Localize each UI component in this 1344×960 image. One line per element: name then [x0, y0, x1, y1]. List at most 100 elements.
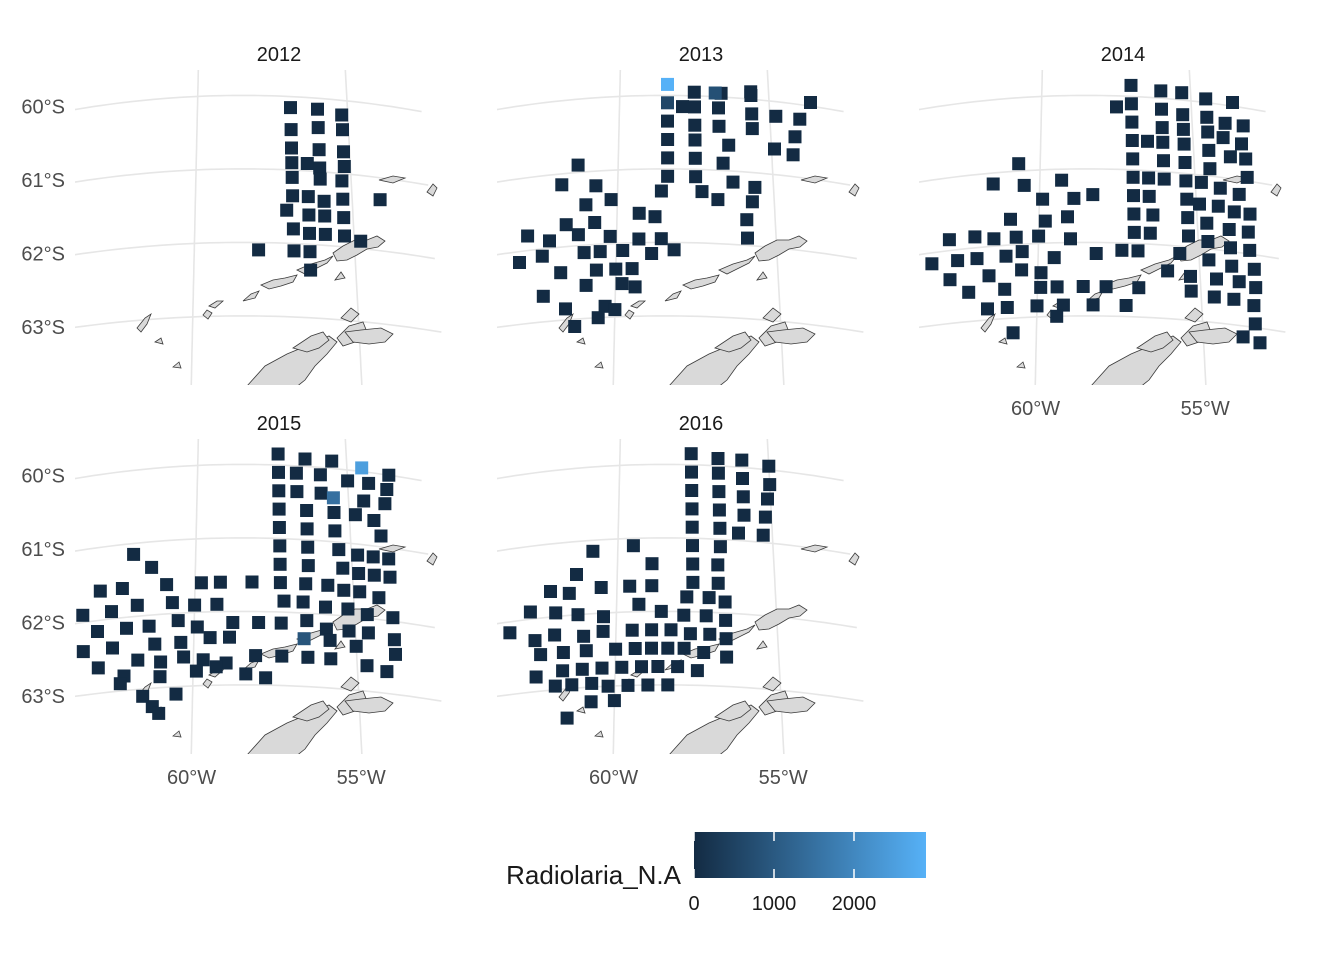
station-cell — [154, 655, 168, 669]
station-cell — [336, 123, 349, 137]
station-cell — [1223, 150, 1237, 164]
station-cell — [272, 484, 286, 498]
facet-panels: 2012 2013 2014 2015 2016 — [75, 44, 1286, 754]
station-cell — [1056, 298, 1070, 312]
station-cell — [354, 234, 368, 248]
station-cell — [285, 170, 299, 184]
coastline-island — [664, 290, 682, 302]
station-cell — [357, 494, 371, 508]
graticule-lat — [75, 94, 422, 113]
station-cell — [1176, 108, 1190, 122]
station-cell — [302, 208, 316, 222]
station-cell — [367, 568, 381, 582]
facet-panel-2015: 2015 — [75, 413, 442, 754]
station-cell — [1017, 178, 1031, 192]
station-cell — [106, 641, 119, 655]
station-cell — [249, 649, 263, 663]
station-cell — [1247, 262, 1261, 276]
coastline-island — [334, 271, 346, 281]
station-cell — [337, 211, 351, 225]
lon-tick-label: 55°W — [1181, 398, 1230, 420]
station-cell — [1127, 189, 1140, 203]
station-cell — [386, 611, 400, 625]
station-cell — [528, 634, 542, 648]
station-cell — [925, 257, 939, 271]
station-cell — [1119, 299, 1133, 312]
station-cell — [335, 108, 349, 122]
station-cell — [534, 648, 548, 662]
colorbar-tick-label: 2000 — [832, 893, 877, 915]
station-cell — [548, 628, 562, 642]
station-cell — [272, 465, 285, 479]
station-cell — [513, 256, 526, 269]
station-cell — [981, 302, 994, 316]
station-cell — [589, 263, 603, 277]
station-cell — [297, 632, 311, 646]
station-cell — [695, 185, 709, 199]
station-cell — [274, 616, 288, 630]
lon-tick-label: 60°W — [167, 767, 216, 789]
station-cell — [758, 510, 772, 524]
station-cell — [273, 557, 287, 571]
graticule-lat — [919, 168, 1273, 186]
station-cell — [565, 678, 579, 692]
station-cell — [382, 552, 396, 566]
station-cell — [367, 514, 381, 527]
station-cell — [632, 206, 646, 220]
station-cell — [1232, 275, 1246, 289]
station-cell — [1015, 263, 1029, 277]
station-cell — [300, 614, 314, 628]
station-cell — [577, 629, 591, 643]
station-cell — [536, 289, 550, 303]
station-cell — [687, 85, 701, 99]
coastline-island — [1136, 331, 1174, 353]
station-cell — [131, 653, 145, 667]
station-cell — [635, 660, 648, 674]
station-cell — [1200, 216, 1214, 230]
station-cell — [1089, 247, 1103, 260]
station-cell — [342, 624, 356, 638]
station-cell — [575, 662, 589, 676]
station-cell — [299, 577, 313, 591]
station-cell — [338, 229, 351, 243]
lat-tick-label: 60°S — [21, 466, 65, 488]
station-cell — [383, 570, 397, 584]
graticule-lat — [497, 94, 844, 113]
station-cell — [560, 711, 574, 725]
station-cell — [521, 229, 535, 243]
coastline-island — [766, 696, 816, 714]
station-cell — [685, 520, 699, 534]
coastline-island — [378, 544, 407, 553]
coastline-island — [576, 337, 586, 345]
station-cell — [543, 234, 556, 248]
station-cell — [1127, 225, 1141, 239]
station-cell — [562, 586, 576, 600]
facet-title: 2014 — [1101, 44, 1146, 66]
station-cell — [684, 447, 698, 461]
station-cell — [1216, 131, 1230, 145]
station-cell — [319, 622, 333, 636]
station-cell — [661, 114, 674, 128]
station-cell — [786, 148, 800, 162]
station-cell — [284, 101, 297, 115]
station-cell — [654, 604, 668, 618]
station-cell — [153, 670, 167, 684]
coastline-island — [1188, 327, 1238, 345]
station-cell — [285, 156, 299, 170]
station-cell — [328, 524, 342, 538]
station-cell — [719, 632, 733, 646]
station-cell — [1175, 86, 1189, 100]
station-cell — [1207, 290, 1221, 304]
station-cell — [148, 637, 162, 651]
station-cell — [226, 616, 240, 629]
facet-title: 2016 — [679, 413, 724, 435]
station-cell — [769, 109, 783, 123]
coastline-island — [980, 312, 996, 333]
station-cell — [380, 665, 394, 679]
station-cell — [726, 175, 740, 189]
station-cell — [352, 567, 366, 580]
station-cell — [286, 222, 300, 236]
station-cell — [1180, 192, 1194, 206]
station-cell — [1235, 137, 1248, 151]
station-cell — [745, 195, 759, 209]
